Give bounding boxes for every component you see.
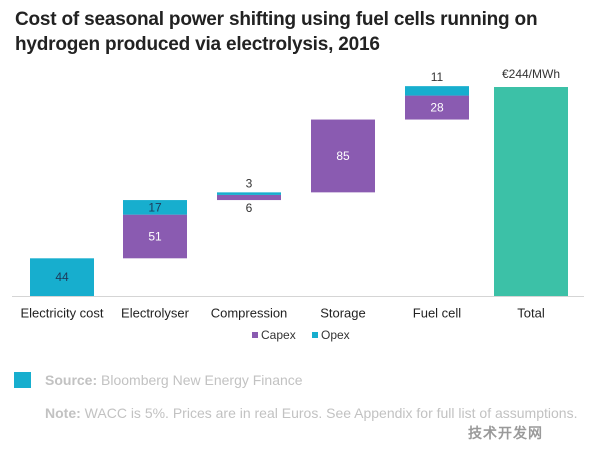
data-label-total: €244/MWh bbox=[502, 67, 560, 81]
category-label-1: Electricity cost bbox=[20, 306, 103, 321]
data-label-capex-2: 51 bbox=[148, 229, 162, 243]
chart-title: Cost of seasonal power shifting using fu… bbox=[15, 9, 538, 55]
category-label-4: Storage bbox=[320, 306, 366, 321]
data-label-capex-3: 6 bbox=[246, 201, 253, 215]
bar-opex-3 bbox=[217, 192, 281, 195]
source-label: Source: bbox=[45, 372, 98, 388]
bar-capex-5 bbox=[405, 95, 469, 120]
legend-label-2: Opex bbox=[321, 328, 350, 342]
note-label: Note: bbox=[45, 405, 81, 421]
data-label-opex-2: 17 bbox=[148, 200, 162, 214]
bar-capex-2 bbox=[123, 214, 187, 259]
source-color-swatch bbox=[14, 372, 31, 388]
bar-capex-3 bbox=[217, 194, 281, 201]
bar-opex-1 bbox=[30, 258, 94, 296]
note-text-block: Note: WACC is 5%. Prices are in real Eur… bbox=[45, 402, 585, 424]
waterfall-chart: 44 51 17 6 3 85 28 11 €244/MWh Electricity cost El… bbox=[12, 67, 584, 342]
data-label-capex-4: 85 bbox=[336, 149, 350, 163]
data-label-opex-5: 11 bbox=[431, 70, 444, 84]
legend-label-1: Capex bbox=[261, 328, 296, 342]
watermark-text: 技术开发网 bbox=[468, 425, 543, 441]
category-label-2: Electrolyser bbox=[121, 306, 190, 321]
category-label-6: Total bbox=[517, 306, 545, 321]
bar-opex-2 bbox=[123, 200, 187, 215]
data-label-opex-3: 3 bbox=[246, 176, 253, 190]
note-text: WACC is 5%. Prices are in real Euros. Se… bbox=[84, 405, 578, 421]
category-label-5: Fuel cell bbox=[413, 306, 462, 321]
bar-opex-5 bbox=[405, 86, 469, 96]
category-label-3: Compression bbox=[211, 306, 288, 321]
data-label-capex-5: 28 bbox=[430, 101, 444, 115]
legend-swatch-1 bbox=[252, 332, 258, 338]
data-label-opex-1: 44 bbox=[55, 270, 69, 284]
source-line: Source: Bloomberg New Energy Finance bbox=[14, 372, 303, 388]
bar-capex-4 bbox=[311, 119, 375, 193]
source-text: Bloomberg New Energy Finance bbox=[101, 372, 303, 388]
bar-total bbox=[494, 87, 568, 296]
legend-swatch-2 bbox=[312, 332, 318, 338]
